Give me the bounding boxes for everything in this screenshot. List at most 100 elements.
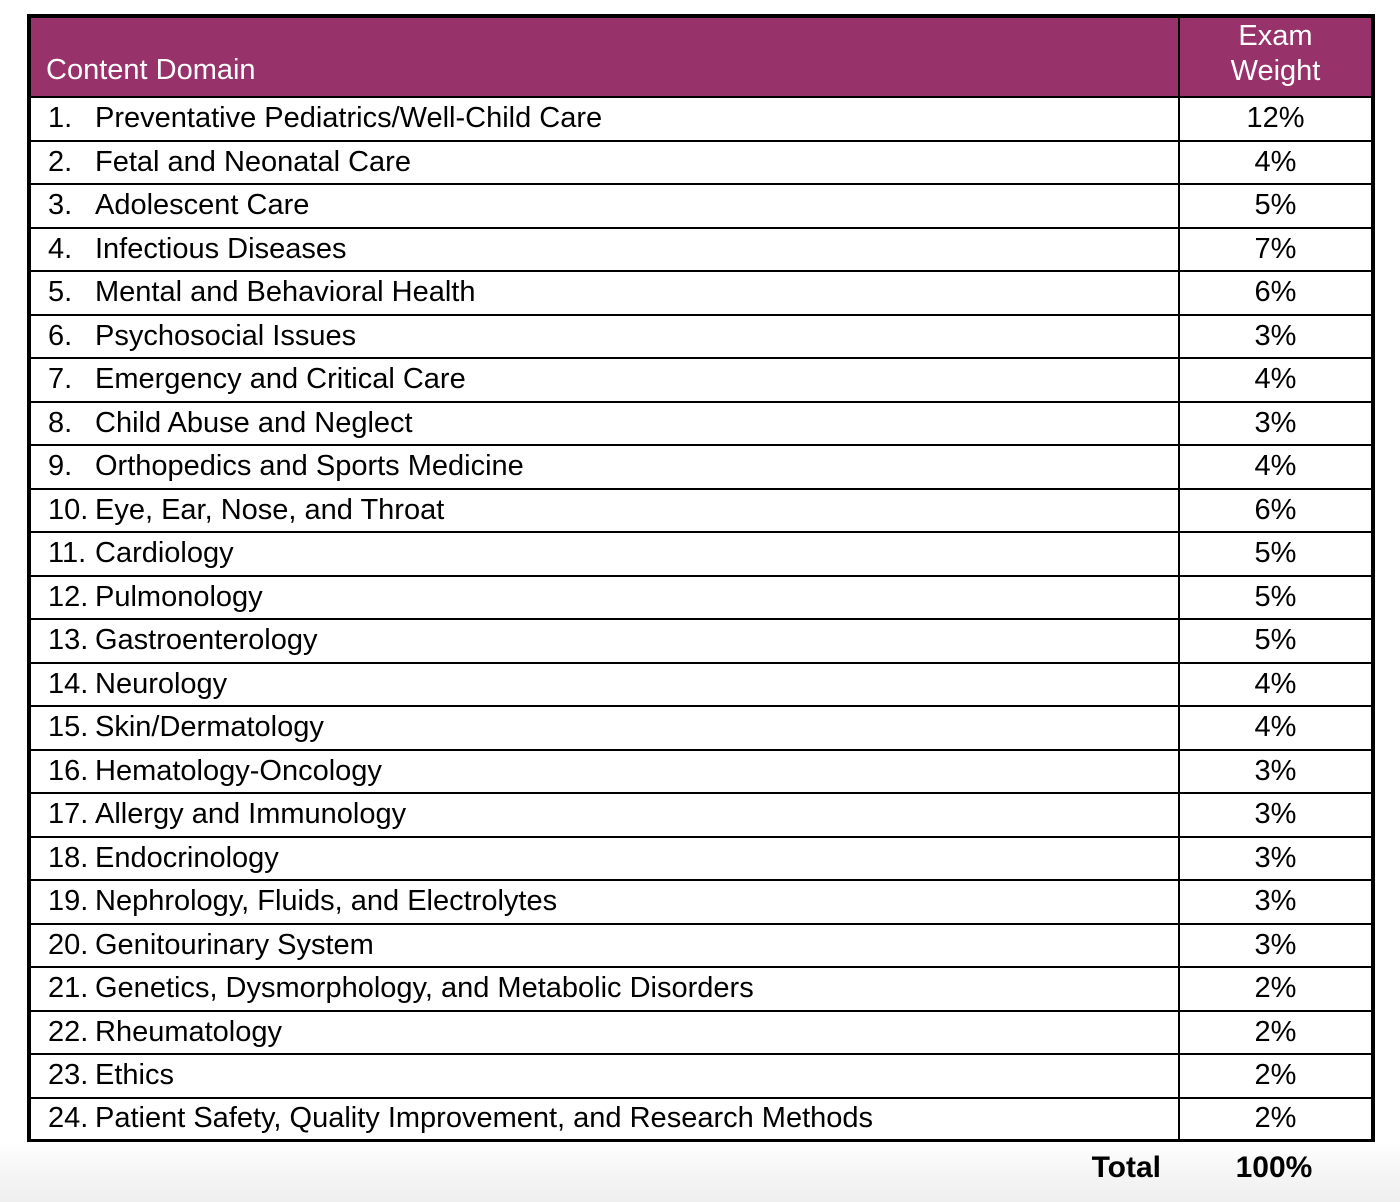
table-row: 23. Ethics 2% (28, 1053, 1374, 1099)
row-label: Skin/Dermatology (95, 711, 324, 744)
content-domain-table: Content Domain Exam Weight 1. Preventativ… (27, 14, 1375, 1143)
row-label: Cardiology (95, 537, 234, 570)
row-number: 17. (48, 798, 89, 831)
table-row: 19. Nephrology, Fluids, and Electrolytes 3… (28, 879, 1374, 925)
row-weight: 4% (1178, 139, 1374, 185)
table-row: 13. Gastroenterology 5% (28, 618, 1374, 664)
row-weight: 3% (1178, 748, 1374, 794)
row-label: Mental and Behavioral Health (95, 276, 476, 309)
row-weight: 6% (1178, 487, 1374, 533)
row-weight: 2% (1178, 1053, 1374, 1099)
table-row: 5. Mental and Behavioral Health 6% (28, 270, 1374, 316)
row-weight: 5% (1178, 574, 1374, 620)
row-label: Psychosocial Issues (95, 319, 357, 352)
header-exam-weight-line1: Exam (1238, 20, 1313, 52)
row-label: Preventative Pediatrics/Well-Child Care (95, 102, 603, 135)
row-label: Hematology-Oncology (95, 754, 382, 787)
row-label: Neurology (95, 667, 228, 700)
table-row: 17. Allergy and Immunology 3% (28, 792, 1374, 838)
row-weight: 3% (1178, 400, 1374, 446)
row-number: 15. (48, 711, 89, 744)
table-row: 12. Pulmonology 5% (28, 574, 1374, 620)
table-row: 3. Adolescent Care 5% (28, 183, 1374, 229)
table-row: 8. Child Abuse and Neglect 3% (28, 400, 1374, 446)
row-label: Adolescent Care (95, 189, 310, 222)
row-weight: 12% (1178, 96, 1374, 142)
row-number: 14. (48, 667, 89, 700)
row-weight: 3% (1178, 922, 1374, 968)
table-row: 24. Patient Safety, Quality Improvement, … (28, 1096, 1374, 1142)
row-number: 4. (48, 232, 73, 265)
row-number: 12. (48, 580, 89, 613)
table-row: 11. Cardiology 5% (28, 531, 1374, 577)
row-label: Pulmonology (95, 580, 263, 613)
row-label: Infectious Diseases (95, 232, 347, 265)
row-number: 6. (48, 319, 73, 352)
row-number: 19. (48, 885, 89, 918)
table-row: 2. Fetal and Neonatal Care 4% (28, 139, 1374, 185)
row-weight: 7% (1178, 226, 1374, 272)
row-number: 10. (48, 493, 89, 526)
header-row: Content Domain Exam Weight (28, 15, 1374, 98)
row-weight: 4% (1178, 444, 1374, 490)
total-value: 100% (1235, 1151, 1313, 1184)
table-body: 1. Preventative Pediatrics/Well-Child Car… (28, 96, 1374, 1142)
row-number: 8. (48, 406, 73, 439)
row-weight: 3% (1178, 313, 1374, 359)
row-weight: 4% (1178, 705, 1374, 751)
row-number: 5. (48, 276, 73, 309)
row-label: Eye, Ear, Nose, and Throat (95, 493, 445, 526)
row-weight: 3% (1178, 792, 1374, 838)
row-label: Patient Safety, Quality Improvement, and… (95, 1102, 874, 1135)
table-row: 7. Emergency and Critical Care 4% (28, 357, 1374, 403)
row-weight: 5% (1178, 531, 1374, 577)
table-row: 21. Genetics, Dysmorphology, and Metaboli… (28, 966, 1374, 1012)
row-number: 20. (48, 928, 89, 961)
footer-band: Total 100% (0, 1142, 1400, 1202)
total-label: Total (1091, 1151, 1161, 1184)
header-exam-weight: Exam Weight (1178, 15, 1374, 98)
table-row: 9. Orthopedics and Sports Medicine 4% (28, 444, 1374, 490)
row-label: Gastroenterology (95, 624, 318, 657)
row-label: Emergency and Critical Care (95, 363, 466, 396)
row-number: 13. (48, 624, 89, 657)
table-row: 6. Psychosocial Issues 3% (28, 313, 1374, 359)
header-exam-weight-line2: Weight (1230, 55, 1321, 87)
row-weight: 2% (1178, 1096, 1374, 1142)
table-row: 15. Skin/Dermatology 4% (28, 705, 1374, 751)
row-number: 22. (48, 1015, 89, 1048)
row-weight: 4% (1178, 661, 1374, 707)
table-row: 18. Endocrinology 3% (28, 835, 1374, 881)
table-row: 20. Genitourinary System 3% (28, 922, 1374, 968)
row-number: 16. (48, 754, 89, 787)
row-number: 11. (48, 537, 87, 570)
header-content-domain: Content Domain (28, 15, 1180, 98)
row-label: Fetal and Neonatal Care (95, 145, 411, 178)
table-row: 16. Hematology-Oncology 3% (28, 748, 1374, 794)
row-label: Orthopedics and Sports Medicine (95, 450, 524, 483)
row-label: Ethics (95, 1059, 174, 1092)
row-label: Allergy and Immunology (95, 798, 407, 831)
row-number: 23. (48, 1059, 89, 1092)
row-label: Genetics, Dysmorphology, and Metabolic D… (95, 972, 754, 1005)
row-weight: 3% (1178, 879, 1374, 925)
row-number: 21. (48, 972, 89, 1005)
total-row: Total 100% (27, 1142, 1371, 1194)
table-row: 22. Rheumatology 2% (28, 1009, 1374, 1055)
row-label: Child Abuse and Neglect (95, 406, 413, 439)
table-row: 14. Neurology 4% (28, 661, 1374, 707)
row-label: Genitourinary System (95, 928, 374, 961)
row-weight: 3% (1178, 835, 1374, 881)
row-weight: 5% (1178, 183, 1374, 229)
row-weight: 2% (1178, 966, 1374, 1012)
row-number: 9. (48, 450, 73, 483)
row-weight: 6% (1178, 270, 1374, 316)
table-header: Content Domain Exam Weight (28, 15, 1374, 98)
table-row: 1. Preventative Pediatrics/Well-Child Car… (28, 96, 1374, 142)
row-number: 24. (48, 1102, 89, 1135)
row-number: 3. (48, 189, 73, 222)
row-number: 18. (48, 841, 89, 874)
row-label: Rheumatology (95, 1015, 282, 1048)
row-weight: 5% (1178, 618, 1374, 664)
